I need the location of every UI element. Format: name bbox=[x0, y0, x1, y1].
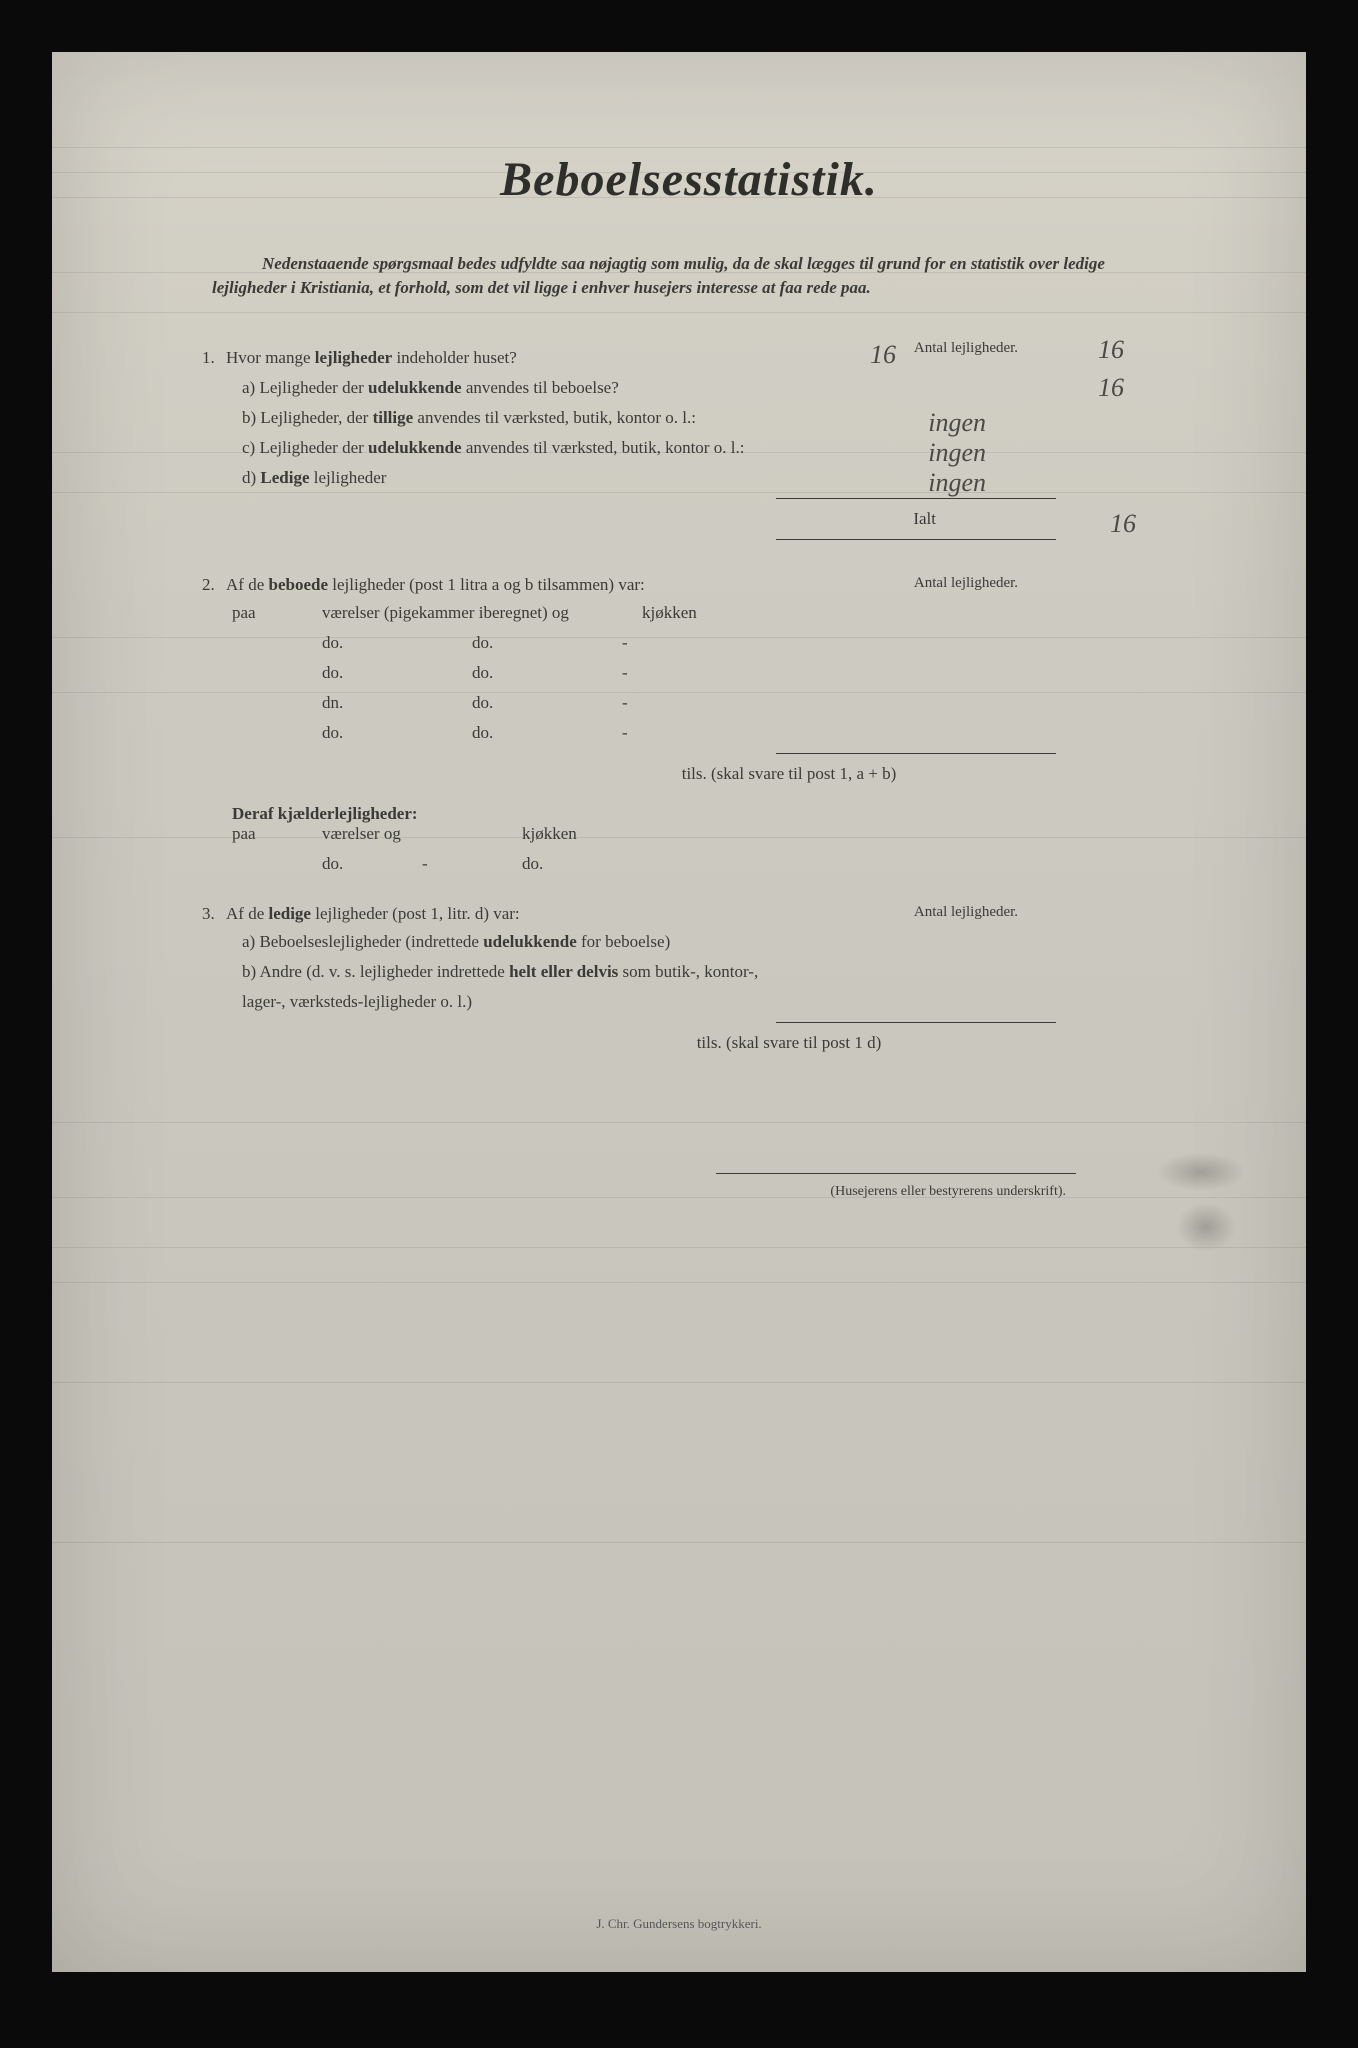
q1d-row: d) Ledige lejligheder ingen bbox=[242, 468, 1176, 488]
document-title: Beboelsesstatistik. bbox=[202, 152, 1176, 207]
q1c-row: c) Lejligheder der udelukkende anvendes … bbox=[242, 438, 1176, 458]
q3b-row: b) Andre (d. v. s. lejligheder indretted… bbox=[242, 962, 1176, 982]
q1-num: 1. bbox=[202, 348, 226, 368]
scanned-page: Beboelsesstatistik. Nedenstaaende spørgs… bbox=[52, 52, 1306, 1972]
do-row: do.do.- bbox=[272, 723, 1176, 743]
form-content: Beboelsesstatistik. Nedenstaaende spørgs… bbox=[72, 72, 1286, 1952]
q3-right-label: Antal lejligheder. bbox=[866, 904, 1066, 921]
q1-text: Hvor mange lejligheder indeholder huset? bbox=[226, 348, 870, 368]
ialt-row: Ialt 16 bbox=[202, 509, 936, 529]
q3b-line2: lager-, værksteds-lejligheder o. l.) bbox=[242, 992, 1176, 1012]
q1c-answer: ingen bbox=[928, 438, 986, 468]
deraf-label: Deraf kjælderlejligheder: bbox=[232, 804, 1176, 824]
do-row: dn.do.- bbox=[272, 693, 1176, 713]
q3a-row: a) Beboelseslejligheder (indrettede udel… bbox=[242, 932, 1176, 952]
q1b-row: b) Lejligheder, der tillige anvendes til… bbox=[242, 408, 1176, 428]
q1a-row: a) Lejligheder der udelukkende anvendes … bbox=[242, 378, 1176, 398]
do-row: do.do.- bbox=[272, 633, 1176, 653]
printer-credit: J. Chr. Gundersens bogtrykkeri. bbox=[72, 1916, 1286, 1932]
q2-num: 2. bbox=[202, 575, 226, 595]
q2-tils: tils. (skal svare til post 1, a + b) bbox=[402, 764, 1176, 784]
q2-header-row: paa værelser (pigekammer iberegnet) og k… bbox=[232, 603, 1176, 623]
q1a-answer: 16 bbox=[1081, 373, 1141, 403]
q1-right-answer: 16 bbox=[1081, 335, 1141, 365]
ialt-answer: 16 bbox=[1110, 509, 1136, 539]
q1b-answer: ingen bbox=[928, 408, 986, 438]
q1-right-label: Antal lejligheder. bbox=[866, 340, 1066, 357]
q1d-answer: ingen bbox=[928, 468, 986, 498]
do-row: do.do.- bbox=[272, 663, 1176, 683]
q2-row2: paa værelser og kjøkken bbox=[232, 824, 1176, 844]
q2-row3: do. - do. bbox=[232, 854, 1176, 874]
q3-num: 3. bbox=[202, 904, 226, 924]
do-rows: do.do.- do.do.- dn.do.- do.do.- bbox=[202, 633, 1176, 743]
intro-paragraph: Nedenstaaende spørgsmaal bedes udfyldte … bbox=[212, 252, 1166, 300]
q3-tils: tils. (skal svare til post 1 d) bbox=[402, 1033, 1176, 1053]
signature-label: (Husejerens eller bestyrerens underskrif… bbox=[202, 1184, 1066, 1200]
q2-right-label: Antal lejligheder. bbox=[866, 575, 1066, 592]
